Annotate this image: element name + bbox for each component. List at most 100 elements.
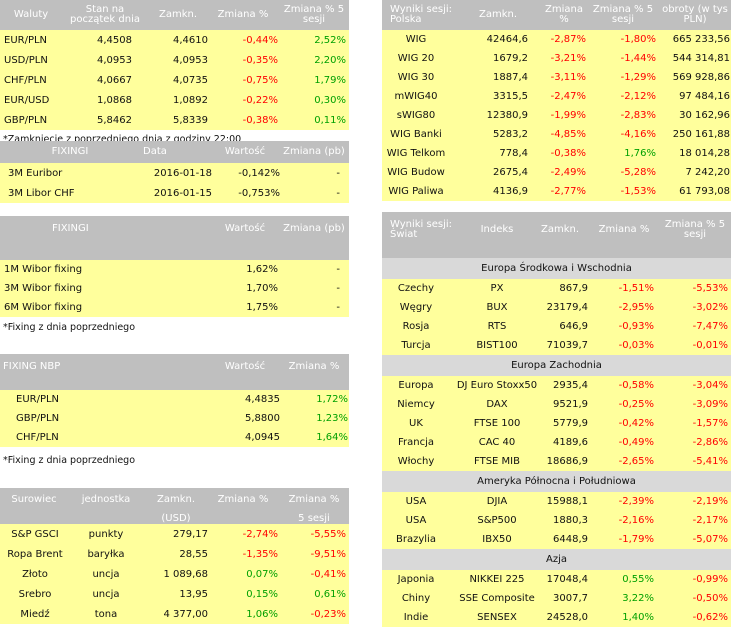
- index-name: WIG Banki: [390, 129, 442, 140]
- fixing-change: -: [336, 167, 340, 179]
- table-row: S&P GSCI punkty 279,17 -2,74% -5,55%: [0, 524, 349, 544]
- commodity-change: -1,35%: [242, 548, 278, 560]
- fixing-value: 1,62%: [246, 264, 278, 275]
- table-row: GBP/PLN 5,8800 1,23%: [0, 409, 349, 428]
- world-close: 3007,7: [553, 593, 588, 604]
- commodity-unit: baryłka: [87, 548, 125, 560]
- nbp-value: 4,0945: [245, 432, 280, 443]
- index-name: WIG: [405, 34, 427, 45]
- table-row: Węgry BUX 23179,4 -2,95% -3,02%: [382, 298, 731, 317]
- nbp-value: 4,4835: [245, 394, 280, 405]
- close-value: 4,4610: [173, 34, 208, 46]
- country: USA: [405, 496, 427, 507]
- index-turnover: 30 162,96: [679, 110, 730, 121]
- fixing-date: 2016-01-15: [153, 187, 212, 199]
- index-change: -3,11%: [550, 72, 586, 83]
- fixing-name: 3M Wibor fixing: [4, 283, 83, 294]
- change-pct: -0,35%: [242, 54, 278, 66]
- world-change: -0,42%: [618, 418, 654, 429]
- world-change-5: -3,02%: [692, 302, 728, 313]
- table-row: UK FTSE 100 5779,9 -0,42% -1,57%: [382, 414, 731, 433]
- world-close: 5779,9: [553, 418, 588, 429]
- world-close: 4189,6: [553, 437, 588, 448]
- table-row: WIG Telkom 778,4 -0,38% 1,76% 18 014,28: [382, 144, 731, 163]
- index-name: WIG Budow: [387, 167, 445, 178]
- world-change-5: -2,86%: [692, 437, 728, 448]
- index-change: -2,47%: [550, 91, 586, 102]
- world-close: 71039,7: [546, 340, 588, 351]
- change-pct: -0,22%: [242, 94, 278, 106]
- index-change-5: -1,44%: [620, 53, 656, 64]
- country: Włochy: [397, 456, 435, 467]
- open-value: 4,0953: [97, 54, 132, 66]
- fixing-value: 1,70%: [246, 283, 278, 294]
- index-change: -2,77%: [550, 186, 586, 197]
- surowce-header: Surowiec jednostka Zamkn. Zmiana % Zmian…: [0, 488, 349, 524]
- nbp-value: 5,8800: [245, 413, 280, 424]
- table-row: USA DJIA 15988,1 -2,39% -2,19%: [382, 492, 731, 511]
- table-row: 1M Wibor fixing 1,62% -: [0, 260, 349, 279]
- world-close: 2935,4: [553, 380, 588, 391]
- change-5-pct: 1,79%: [314, 74, 346, 86]
- index-change-5: -5,28%: [620, 167, 656, 178]
- region-title: Europa Środkowa i Wschodnia: [481, 263, 632, 274]
- country: Indie: [403, 612, 429, 623]
- country: Niemcy: [397, 399, 435, 410]
- fixing-name: 3M Libor CHF: [8, 187, 75, 199]
- table-row: Ropa Brent baryłka 28,55 -1,35% -9,51%: [0, 544, 349, 564]
- world-change: -0,03%: [618, 340, 654, 351]
- fixing-change: -: [336, 187, 340, 199]
- index-change-5: 1,76%: [624, 148, 656, 159]
- world-change: 1,40%: [622, 612, 654, 623]
- world-index: NIKKEI 225: [469, 574, 525, 585]
- table-row: WIG Banki 5283,2 -4,85% -4,16% 250 161,88: [382, 125, 731, 144]
- nbp-pair: EUR/PLN: [16, 394, 60, 405]
- table-row: Włochy FTSE MIB 18686,9 -2,65% -5,41%: [382, 452, 731, 471]
- commodity-change-5: -9,51%: [310, 548, 346, 560]
- header-zmiana: Zmiana %: [217, 9, 269, 20]
- index-change-5: -1,53%: [620, 186, 656, 197]
- country: UK: [409, 418, 423, 429]
- world-index: DAX: [486, 399, 508, 410]
- commodity-name: Miedź: [20, 608, 50, 620]
- index-change: -0,38%: [550, 148, 586, 159]
- table-row: Indie SENSEX 24528,0 1,40% -0,62%: [382, 608, 731, 627]
- world-close: 18686,9: [546, 456, 588, 467]
- open-value: 5,8462: [97, 114, 132, 126]
- table-row: Miedź tona 4 377,00 1,06% -0,23%: [0, 604, 349, 624]
- index-change-5: -2,12%: [620, 91, 656, 102]
- commodity-name: Złoto: [22, 568, 48, 580]
- index-close: 5283,2: [493, 129, 528, 140]
- fixing-change: -: [336, 302, 340, 313]
- change-pct: -0,75%: [242, 74, 278, 86]
- commodity-close: 13,95: [179, 588, 208, 600]
- table-row: Europa DJ Euro Stoxx50 2935,4 -0,58% -3,04%: [382, 376, 731, 395]
- table-row: WIG Paliwa 4136,9 -2,77% -1,53% 61 793,08: [382, 182, 731, 201]
- world-index: DJ Euro Stoxx50: [456, 380, 538, 391]
- country: Turcja: [401, 340, 431, 351]
- index-close: 12380,9: [486, 110, 528, 121]
- table-row: WIG 20 1679,2 -3,21% -1,44% 544 314,81: [382, 49, 731, 68]
- table-row: Turcja BIST100 71039,7 -0,03% -0,01%: [382, 336, 731, 355]
- change-5-pct: 2,20%: [314, 54, 346, 66]
- world-index: FTSE 100: [473, 418, 521, 429]
- index-change-5: -2,83%: [620, 110, 656, 121]
- world-index: DJIA: [486, 496, 508, 507]
- index-close: 778,4: [499, 148, 528, 159]
- table-row: Czechy PX 867,9 -1,51% -5,53%: [382, 279, 731, 298]
- fixing-value: -0,142%: [238, 167, 280, 179]
- commodity-unit: punkty: [88, 528, 124, 540]
- world-change: -0,25%: [618, 399, 654, 410]
- region-header: Ameryka Północna i Południowa: [382, 471, 731, 492]
- index-turnover: 569 928,86: [672, 72, 730, 83]
- header-waluty: Waluty: [13, 9, 49, 20]
- table-row: GBP/PLN 5,8462 5,8339 -0,38% 0,11%: [0, 110, 349, 130]
- country: Francja: [397, 437, 434, 448]
- commodity-change: 1,06%: [246, 608, 278, 620]
- world-change-5: -3,09%: [692, 399, 728, 410]
- nbp-header: FIXING NBP Wartość Zmiana %: [0, 354, 349, 390]
- table-row: Niemcy DAX 9521,9 -0,25% -3,09%: [382, 395, 731, 414]
- waluty-header: Waluty Stan na początek dnia Zamkn. Zmia…: [0, 0, 349, 30]
- table-row: Japonia NIKKEI 225 17048,4 0,55% -0,99%: [382, 570, 731, 589]
- world-close: 6448,9: [553, 534, 588, 545]
